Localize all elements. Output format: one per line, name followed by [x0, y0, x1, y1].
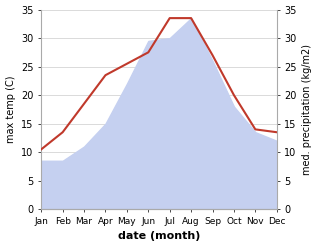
Y-axis label: med. precipitation (kg/m2): med. precipitation (kg/m2)	[302, 44, 313, 175]
Y-axis label: max temp (C): max temp (C)	[5, 76, 16, 143]
X-axis label: date (month): date (month)	[118, 231, 200, 242]
